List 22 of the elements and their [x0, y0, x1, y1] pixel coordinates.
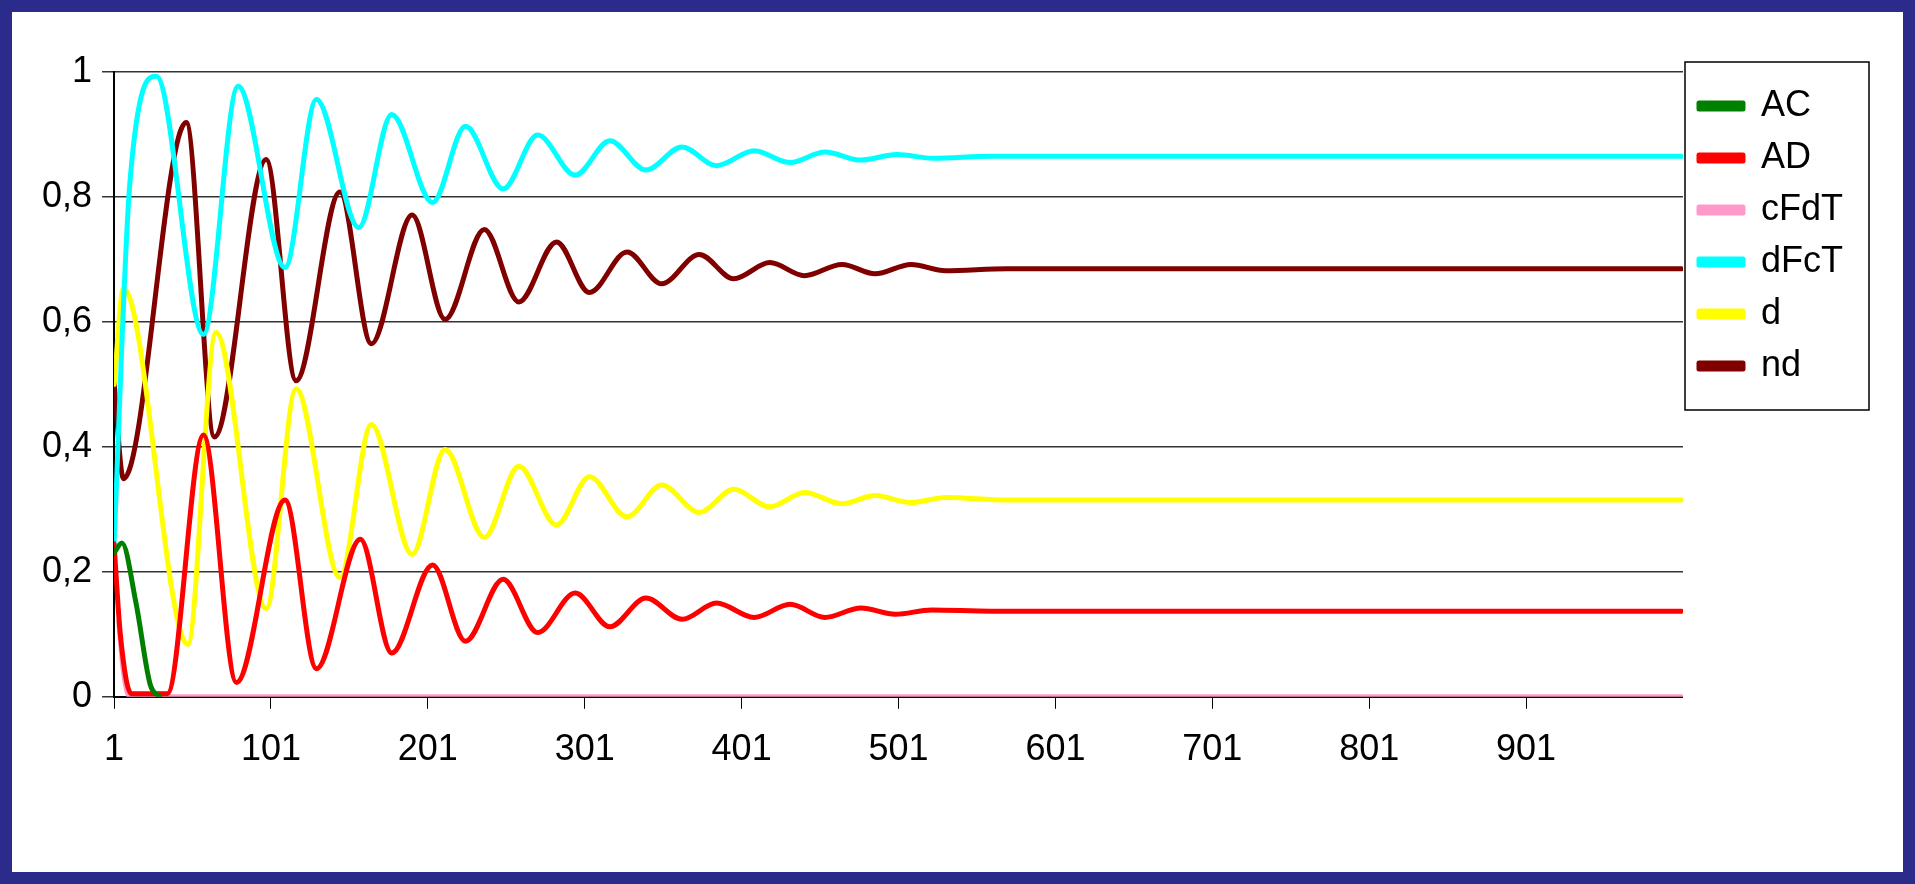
x-tick-label: 101 — [240, 727, 301, 769]
x-tick-label: 301 — [554, 727, 615, 769]
y-tick-label: 0,6 — [42, 298, 93, 340]
legend-label: d — [1761, 290, 1782, 332]
y-tick-label: 1 — [72, 48, 93, 90]
x-tick-label: 701 — [1182, 727, 1243, 769]
x-tick-label: 801 — [1339, 727, 1400, 769]
y-tick-label: 0,2 — [42, 548, 93, 590]
legend-label: dFcT — [1761, 238, 1844, 280]
x-tick-label: 601 — [1025, 727, 1086, 769]
y-tick-label: 0 — [72, 673, 93, 715]
legend-label: AC — [1761, 82, 1812, 124]
x-tick-label: 401 — [711, 727, 772, 769]
legend-label: cFdT — [1761, 186, 1844, 228]
legend-label: AD — [1761, 134, 1812, 176]
y-tick-label: 0,8 — [42, 173, 93, 215]
x-tick-label: 901 — [1496, 727, 1557, 769]
y-tick-label: 0,4 — [42, 423, 93, 465]
x-tick-label: 501 — [868, 727, 929, 769]
legend-label: nd — [1761, 342, 1802, 384]
x-tick-label: 1 — [104, 727, 125, 769]
x-tick-label: 201 — [397, 727, 458, 769]
